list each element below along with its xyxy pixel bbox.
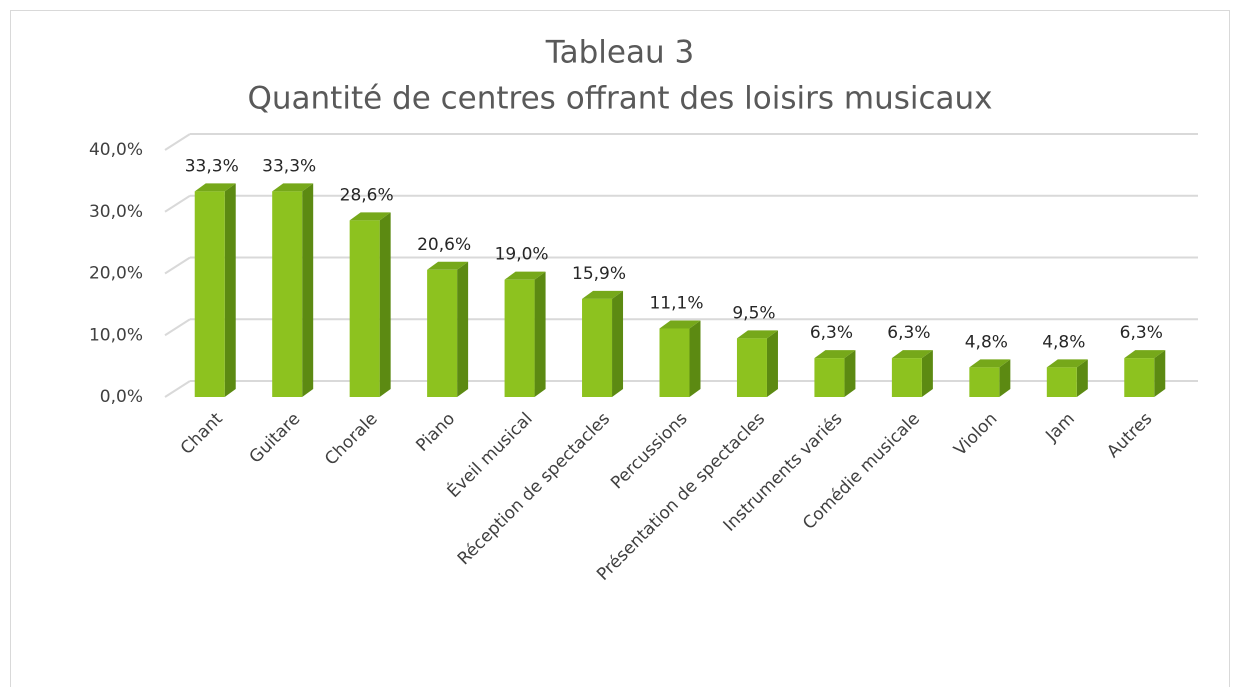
bar — [659, 328, 690, 397]
y-tick-label: 10,0% — [89, 325, 143, 345]
bar-top — [969, 359, 1011, 368]
y-tick-label: 20,0% — [89, 264, 143, 284]
bar — [272, 191, 303, 397]
bar-top — [1124, 350, 1166, 359]
value-label: 33,3% — [262, 156, 316, 176]
value-label: 6,3% — [810, 323, 853, 343]
bar-top — [659, 320, 701, 329]
bar-top — [1046, 359, 1088, 368]
bar — [891, 358, 922, 397]
bar-side — [302, 183, 314, 397]
bar — [194, 191, 225, 397]
bar-side — [1154, 350, 1166, 397]
bar-top — [427, 261, 469, 270]
grid-line-side — [164, 194, 191, 213]
bar-side — [534, 271, 546, 397]
bar — [349, 220, 380, 397]
bar — [969, 367, 1000, 397]
y-tick-label: 40,0% — [89, 140, 143, 160]
value-label: 33,3% — [185, 156, 239, 176]
chart-title: Tableau 3 — [545, 35, 694, 71]
bar-top — [504, 271, 546, 280]
value-label: 9,5% — [732, 303, 775, 323]
bar-side — [689, 320, 701, 397]
value-label: 4,8% — [965, 332, 1008, 352]
bar-side — [921, 350, 933, 397]
bar-side — [457, 261, 469, 397]
bar-top — [582, 290, 624, 299]
value-label: 4,8% — [1042, 332, 1085, 352]
bar — [736, 338, 767, 397]
bar — [814, 358, 845, 397]
bar-side — [766, 330, 778, 397]
value-label: 6,3% — [1120, 323, 1163, 343]
bar-side — [379, 212, 391, 397]
bar — [1124, 358, 1155, 397]
value-label: 19,0% — [495, 245, 549, 265]
bar — [504, 279, 535, 397]
bar-top — [736, 330, 778, 339]
bar-top — [194, 183, 236, 192]
bar-side — [612, 290, 624, 397]
bar-top — [349, 212, 391, 221]
value-label: 28,6% — [340, 185, 394, 205]
value-label: 11,1% — [649, 293, 703, 313]
grid-line-side — [164, 256, 191, 275]
bar-side — [1076, 359, 1088, 397]
grid-line-side — [164, 380, 191, 398]
value-label: 15,9% — [572, 264, 626, 284]
bar-side — [999, 359, 1011, 397]
chart-subtitle: Quantité de centres offrant des loisirs … — [247, 81, 992, 117]
bar — [1046, 367, 1077, 397]
y-tick-label: 0,0% — [100, 387, 143, 407]
bar-top — [814, 350, 856, 359]
y-tick-label: 30,0% — [89, 202, 143, 222]
bar-top — [272, 183, 314, 192]
bar — [427, 269, 458, 397]
value-label: 6,3% — [887, 323, 930, 343]
grid-line-side — [164, 318, 191, 337]
bar-side — [224, 183, 236, 397]
grid-line-side — [164, 133, 191, 151]
bar-side — [844, 350, 856, 397]
value-label: 20,6% — [417, 235, 471, 255]
bar — [582, 298, 613, 397]
bar-top — [891, 350, 933, 359]
